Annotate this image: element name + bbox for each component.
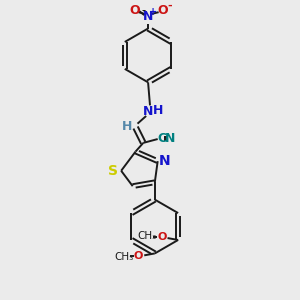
Text: O: O (157, 4, 168, 17)
Text: N: N (165, 132, 175, 145)
Text: +: + (149, 7, 157, 17)
Text: N: N (143, 105, 153, 118)
Text: O: O (134, 251, 143, 261)
Text: C: C (157, 132, 166, 145)
Text: CH₃: CH₃ (138, 231, 157, 241)
Text: O: O (129, 4, 140, 17)
Text: S: S (109, 164, 118, 178)
Text: -: - (167, 0, 172, 11)
Text: H: H (152, 104, 163, 117)
Text: N: N (143, 11, 153, 23)
Text: H: H (122, 120, 132, 133)
Text: N: N (159, 154, 170, 168)
Text: CH₃: CH₃ (114, 252, 134, 262)
Text: O: O (157, 232, 167, 242)
